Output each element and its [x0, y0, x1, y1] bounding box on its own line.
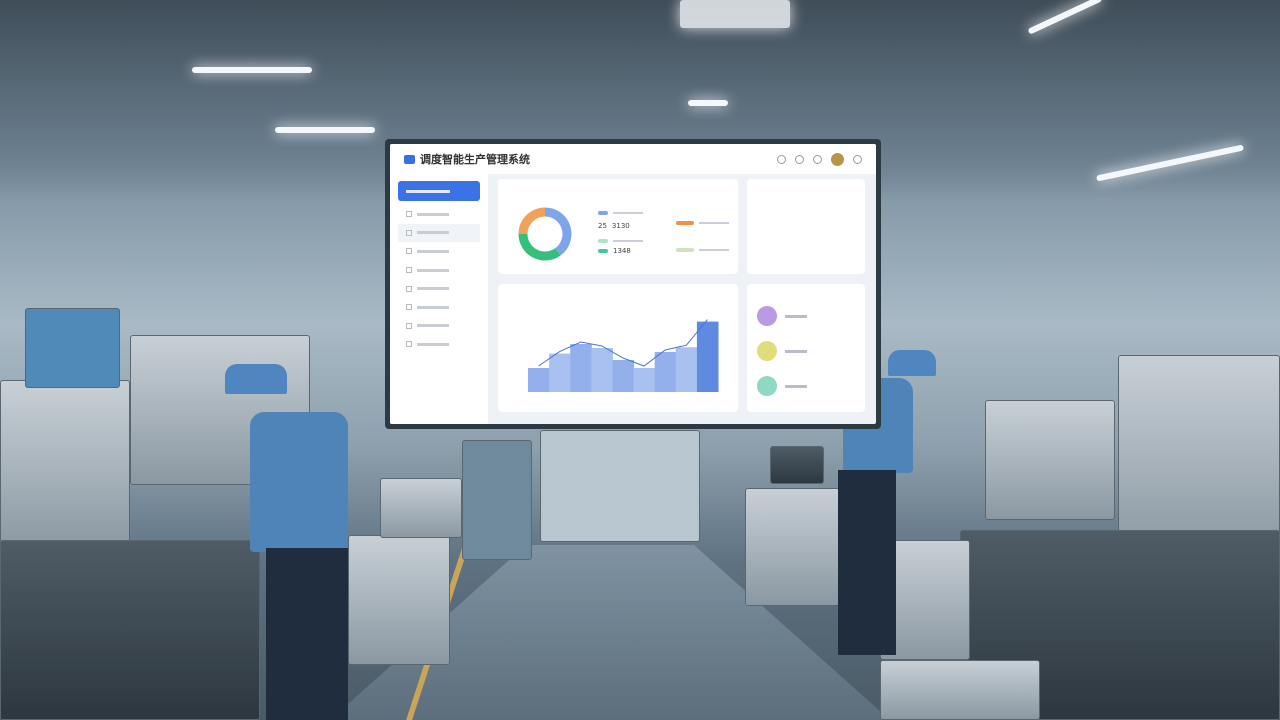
sidebar-item[interactable] — [398, 223, 480, 243]
list-card — [747, 179, 865, 274]
cart — [380, 478, 462, 538]
trend-card — [498, 284, 738, 412]
bell-icon[interactable] — [813, 154, 822, 164]
donut-slice — [518, 207, 546, 235]
machine — [25, 308, 120, 388]
sidebar-item[interactable] — [398, 242, 480, 261]
chart-bar — [675, 347, 698, 392]
donut-slice — [518, 233, 561, 261]
skylight — [680, 0, 790, 28]
sidebar-item[interactable] — [398, 205, 480, 224]
donut-card: 25 3130 1348 — [498, 179, 738, 274]
kpi-item — [757, 376, 807, 396]
chart-bar — [696, 321, 719, 392]
conveyor — [0, 540, 260, 720]
ceiling-light — [275, 127, 375, 133]
ceiling-light — [688, 100, 728, 106]
avatar[interactable] — [831, 152, 844, 166]
donut-chart — [518, 207, 572, 261]
workstation-cart — [745, 488, 840, 606]
cart — [348, 535, 450, 665]
donut-slice — [544, 207, 572, 256]
trend-line — [538, 319, 708, 367]
sidebar-item-active[interactable] — [398, 181, 480, 201]
sidebar — [390, 174, 488, 424]
ceiling-light — [192, 67, 312, 73]
trend-chart — [528, 319, 719, 392]
user-menu-icon[interactable] — [853, 154, 862, 164]
sidebar-item[interactable] — [398, 261, 480, 280]
sidebar-item[interactable] — [398, 335, 480, 354]
sidebar-item[interactable] — [398, 317, 480, 336]
legend-value: 3130 — [611, 222, 630, 230]
app-title: 调度智能生产管理系统 — [420, 153, 530, 166]
dashboard-monitor: 调度智能生产管理系统 25 3130 1348 — [385, 139, 881, 429]
legend-value: 1348 — [613, 247, 631, 255]
sidebar-item[interactable] — [398, 298, 480, 317]
logo-icon — [404, 154, 415, 164]
chart-bar — [591, 348, 613, 392]
legend-value-row: 25 3130 — [598, 222, 630, 230]
machine — [880, 660, 1040, 720]
chart-bar — [528, 368, 550, 392]
chart-bar — [570, 344, 592, 392]
top-bar: 调度智能生产管理系统 — [390, 144, 876, 174]
clock-icon[interactable] — [777, 154, 786, 164]
kpi-item — [757, 306, 807, 326]
chart-bar — [549, 353, 571, 392]
legend-value: 25 — [598, 222, 607, 230]
dashboard-screen: 调度智能生产管理系统 25 3130 1348 — [390, 144, 876, 424]
machine — [0, 380, 130, 550]
chart-bar — [633, 368, 656, 392]
workstation-monitor — [770, 446, 824, 484]
chart-bar — [654, 352, 677, 392]
sidebar-item[interactable] — [398, 279, 480, 298]
chart-bar — [612, 360, 635, 392]
machine — [462, 440, 532, 560]
kpi-item — [757, 341, 807, 361]
machine — [1118, 355, 1280, 555]
document-icon[interactable] — [795, 154, 804, 164]
back-wall — [540, 430, 700, 542]
machine — [985, 400, 1115, 520]
kpi-card — [747, 284, 865, 412]
